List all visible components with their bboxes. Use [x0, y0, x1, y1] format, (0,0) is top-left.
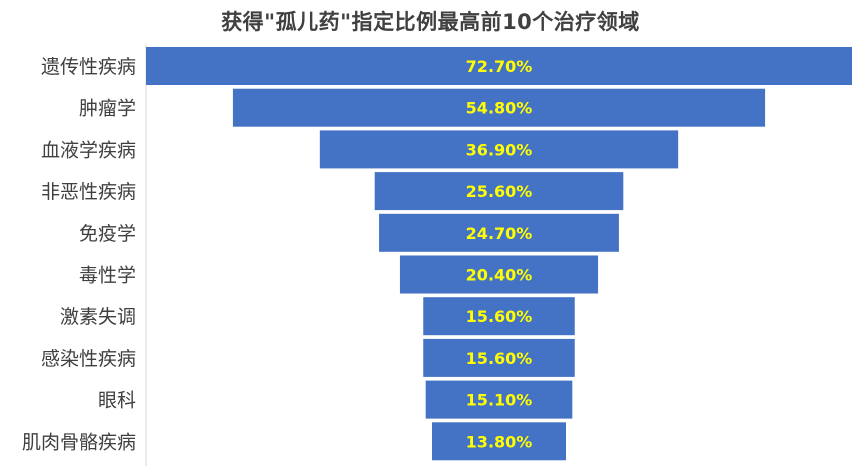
funnel-bar	[374, 172, 624, 211]
funnel-bar	[146, 47, 852, 85]
funnel-bar	[379, 213, 619, 252]
funnel-bar	[423, 297, 575, 336]
category-label: 眼科	[98, 390, 136, 412]
funnel-bar	[425, 380, 573, 419]
data-label: 24.70%	[466, 224, 533, 243]
category-label: 感染性疾病	[41, 348, 136, 370]
category-label: 毒性学	[79, 265, 136, 287]
data-label: 20.40%	[466, 266, 533, 285]
data-label: 72.70%	[466, 57, 533, 76]
data-label: 15.60%	[466, 307, 533, 326]
category-label: 肿瘤学	[79, 98, 136, 120]
data-label: 54.80%	[466, 99, 533, 118]
funnel-bar	[319, 130, 679, 169]
funnel-bar	[399, 255, 599, 294]
chart-title: 获得"孤儿药"指定比例最高前10个治疗领域	[221, 10, 640, 34]
data-label: 15.60%	[466, 349, 533, 368]
funnel-bar	[232, 88, 766, 127]
data-label: 36.90%	[466, 140, 533, 159]
category-label: 非恶性疾病	[41, 181, 136, 203]
funnel-bar	[431, 422, 567, 461]
category-label: 肌肉骨骼疾病	[22, 431, 136, 453]
category-label: 激素失调	[60, 306, 136, 328]
category-label: 遗传性疾病	[41, 56, 136, 78]
category-label: 免疫学	[79, 223, 136, 245]
data-label: 15.10%	[466, 391, 533, 410]
data-label: 25.60%	[466, 182, 533, 201]
data-label: 13.80%	[466, 432, 533, 451]
category-label: 血液学疾病	[41, 139, 136, 161]
funnel-bar	[423, 338, 575, 377]
